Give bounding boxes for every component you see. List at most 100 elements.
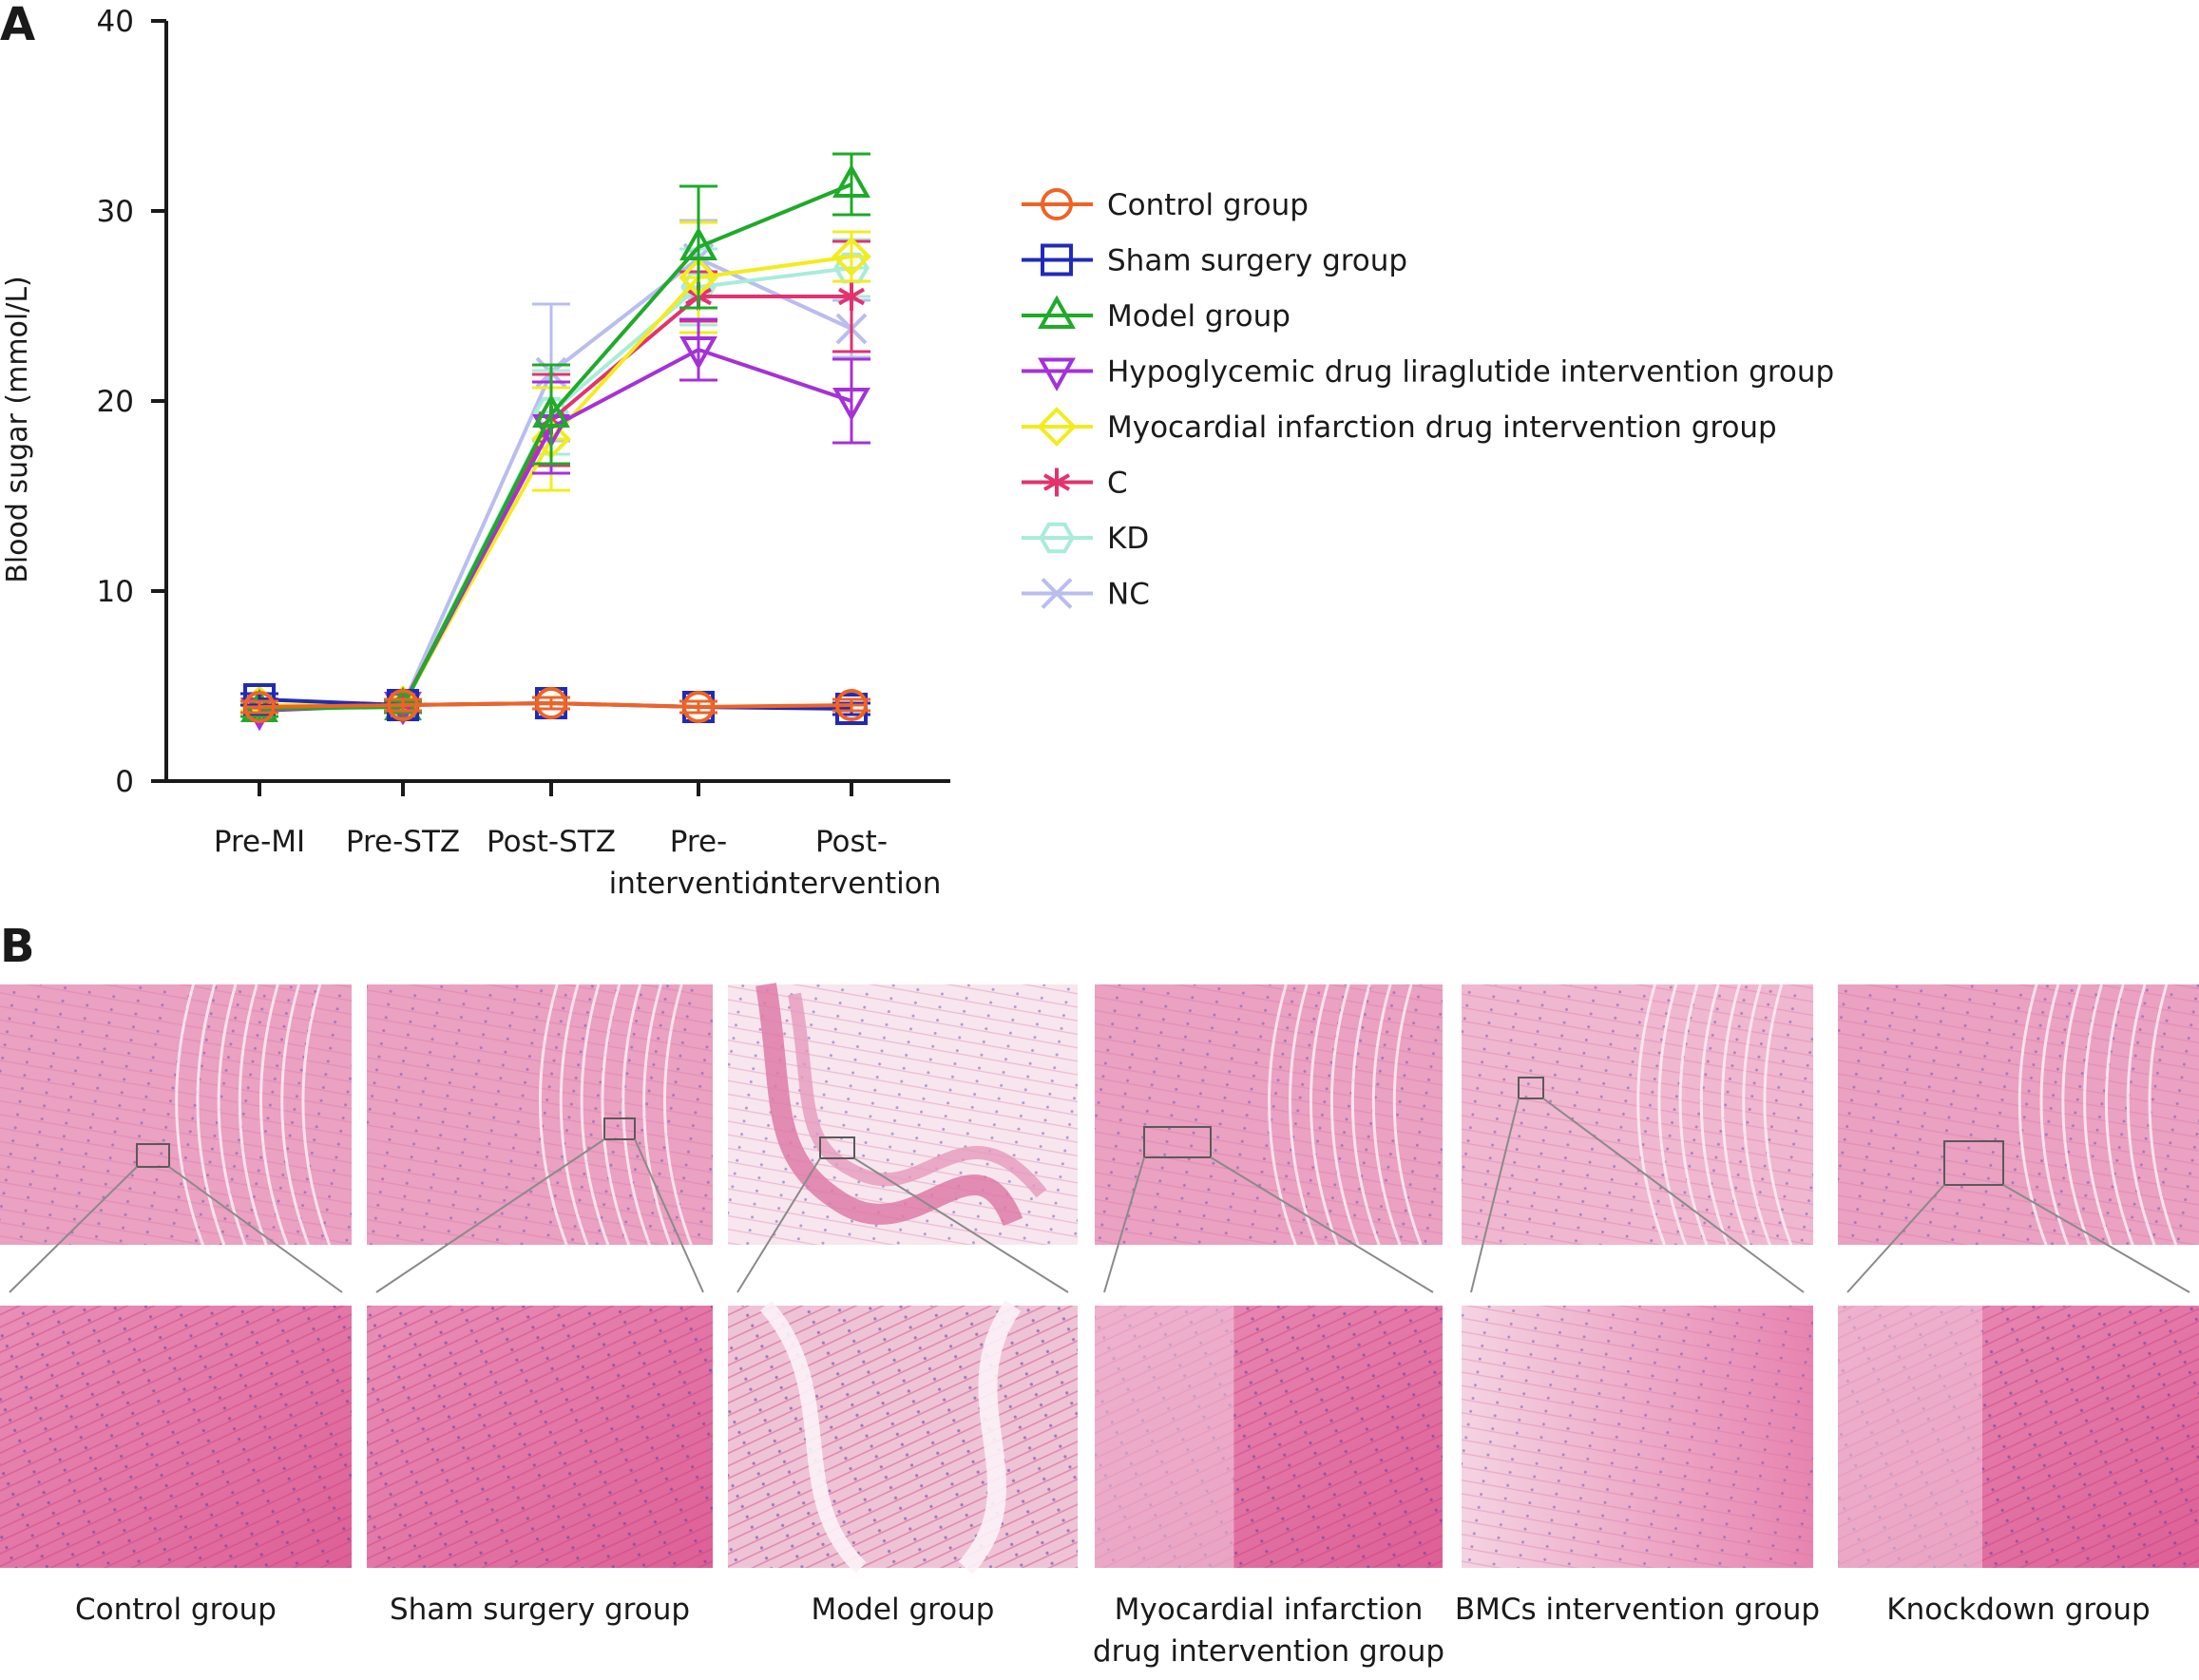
legend-marker	[1041, 243, 1073, 277]
series-line	[258, 266, 852, 709]
roi-box	[603, 1117, 636, 1140]
histology-column: Myocardial infarction drug intervention g…	[1093, 983, 1444, 1669]
x-tick-label: Pre-STZ	[346, 825, 460, 859]
x-axis: Pre-MI Pre-STZ Post-STZ Pre-intervention Pos…	[166, 779, 950, 901]
low-magnification-image	[1462, 983, 1813, 1246]
high-magnification-image	[367, 1306, 713, 1568]
legend-item: Model group	[1022, 295, 1291, 334]
zoom-connector	[736, 1157, 821, 1293]
x-tick-label: intervention	[762, 867, 942, 901]
legend-marker	[1041, 188, 1073, 220]
legend-item: C	[1022, 467, 1128, 501]
legend-item: Myocardial infarction drug intervention …	[1022, 407, 1777, 447]
high-magnification-image	[1838, 1306, 2199, 1568]
histology-column: Sham surgery group	[367, 983, 713, 1627]
legend-item: Sham surgery group	[1022, 243, 1407, 278]
data-point	[679, 226, 717, 260]
x-tick-label: Pre-MI	[214, 825, 305, 859]
roi-box	[136, 1143, 170, 1168]
zoom-connector	[2002, 1184, 2190, 1293]
y-axis: 0 10 20 30 40	[97, 5, 168, 799]
y-tick-label: 30	[97, 195, 134, 229]
data-point	[243, 691, 276, 723]
roi-box	[819, 1136, 855, 1159]
legend-marker	[1038, 295, 1076, 329]
legend-marker	[1038, 357, 1076, 391]
legend-label: Sham surgery group	[1107, 244, 1407, 278]
legend-label: Model group	[1107, 299, 1291, 334]
legend-marker	[1037, 407, 1077, 447]
series-c	[240, 239, 870, 721]
legend-marker	[1043, 468, 1070, 497]
histology-column: Model group	[728, 983, 1078, 1627]
histology-caption: Myocardial infarction	[1115, 1593, 1424, 1627]
legend-marker	[1041, 578, 1073, 609]
x-tick-label: Post-	[815, 825, 888, 859]
legend-label: Hypoglycemic drug liraglutide interventi…	[1107, 355, 1834, 390]
zoom-connector	[1542, 1098, 1805, 1293]
roi-box	[1143, 1126, 1212, 1158]
zoom-connector	[1846, 1184, 1945, 1293]
y-tick-label: 10	[97, 575, 134, 609]
x-tick-label: Pre-	[670, 825, 727, 859]
histology-panel: Control group Sham surgery group Model gro…	[0, 983, 2199, 1669]
data-point	[387, 689, 419, 721]
high-magnification-image	[728, 1300, 1078, 1575]
roi-box	[1943, 1140, 2004, 1186]
zoom-connector	[1210, 1156, 1434, 1293]
legend-label: Control group	[1107, 188, 1309, 222]
series-line	[258, 182, 852, 711]
roi-box	[1518, 1077, 1544, 1099]
legend-label: NC	[1107, 578, 1150, 612]
zoom-connector	[375, 1138, 605, 1293]
histology-caption: Model group	[812, 1593, 995, 1627]
error-bar	[679, 317, 717, 382]
histology-column: BMCs intervention group	[1455, 983, 1820, 1627]
histology-caption: drug intervention group	[1093, 1634, 1444, 1669]
high-magnification-image	[1462, 1306, 1813, 1568]
data-point	[838, 282, 865, 311]
high-magnification-image	[1095, 1306, 1443, 1568]
chart-legend: Control group Sham surgery group Model gro…	[1022, 188, 1834, 612]
zoom-connector	[634, 1138, 704, 1293]
data-point	[832, 388, 870, 422]
zoom-connector	[853, 1157, 1069, 1293]
high-magnification-image	[0, 1306, 352, 1568]
data-point	[532, 393, 570, 428]
legend-item: NC	[1022, 578, 1150, 612]
y-tick-label: 20	[97, 385, 134, 419]
low-magnification-image	[367, 983, 713, 1246]
zoom-connector	[1470, 1098, 1520, 1293]
series-control-group	[240, 687, 870, 723]
legend-item: Control group	[1022, 188, 1309, 222]
low-magnification-image	[1838, 983, 2199, 1246]
x-tick-label: intervention	[609, 867, 789, 901]
series-hypoglycemic-drug-liraglutide-intervention-group	[240, 317, 870, 732]
series-line	[258, 295, 851, 709]
blood-sugar-chart: 0 10 20 30 40 Pre-MI Pre-STZ Post-STZ Pre-inter…	[1, 5, 950, 901]
y-tick-label: 40	[97, 5, 134, 39]
low-magnification-image	[1095, 983, 1443, 1246]
histology-column: Knockdown group	[1838, 983, 2199, 1627]
low-magnification-image	[0, 983, 352, 1246]
histology-column: Control group	[0, 983, 352, 1627]
zoom-connector	[1103, 1156, 1145, 1293]
series-kd	[240, 238, 870, 723]
low-magnification-image	[728, 983, 1078, 1245]
data-point	[832, 237, 871, 277]
error-bar	[832, 152, 870, 217]
data-point	[832, 163, 870, 198]
data-point	[682, 691, 715, 723]
data-point	[535, 687, 567, 719]
legend-marker	[1039, 522, 1075, 554]
x-tick-label: Post-STZ	[487, 825, 616, 859]
zoom-connector	[168, 1166, 343, 1293]
zoom-connector	[9, 1166, 138, 1293]
histology-caption: Control group	[75, 1593, 277, 1627]
histology-caption: Sham surgery group	[390, 1593, 690, 1627]
chart-series	[239, 152, 871, 732]
data-point	[835, 689, 868, 721]
legend-label: Myocardial infarction drug intervention …	[1107, 410, 1777, 445]
series-line	[258, 256, 852, 709]
